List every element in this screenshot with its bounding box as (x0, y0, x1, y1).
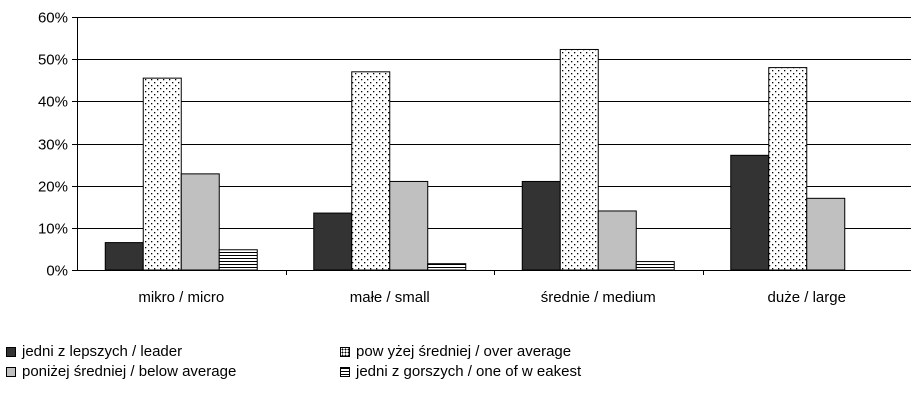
bar (218, 249, 258, 271)
bar (351, 71, 391, 271)
bar (597, 210, 637, 271)
x-tick-label: średnie / medium (541, 289, 656, 306)
x-tick-label: małe / small (350, 289, 430, 306)
bar (389, 180, 429, 271)
y-tick-label: 50% (38, 52, 68, 69)
bar (559, 48, 599, 271)
bar (768, 67, 808, 271)
y-tick-label: 10% (38, 221, 68, 238)
y-tick-label: 40% (38, 94, 68, 111)
bar (730, 154, 770, 271)
bar (313, 212, 353, 271)
y-tick-label: 60% (38, 10, 68, 27)
y-tick-label: 30% (38, 137, 68, 154)
x-tick-label: duże / large (768, 289, 846, 306)
bar (180, 173, 220, 271)
bar (521, 180, 561, 271)
axes (72, 17, 911, 275)
bar (806, 197, 846, 271)
bar (142, 77, 182, 271)
bars (104, 48, 846, 271)
bar (427, 263, 467, 271)
bar (104, 242, 144, 271)
x-tick-label: mikro / micro (138, 289, 224, 306)
axis-labels: 0% 10% 20% 30% 40% 50% 60% mikro / micro małe / … (38, 10, 846, 307)
y-tick-label: 0% (46, 263, 68, 280)
y-tick-label: 20% (38, 179, 68, 196)
bar (635, 261, 675, 271)
